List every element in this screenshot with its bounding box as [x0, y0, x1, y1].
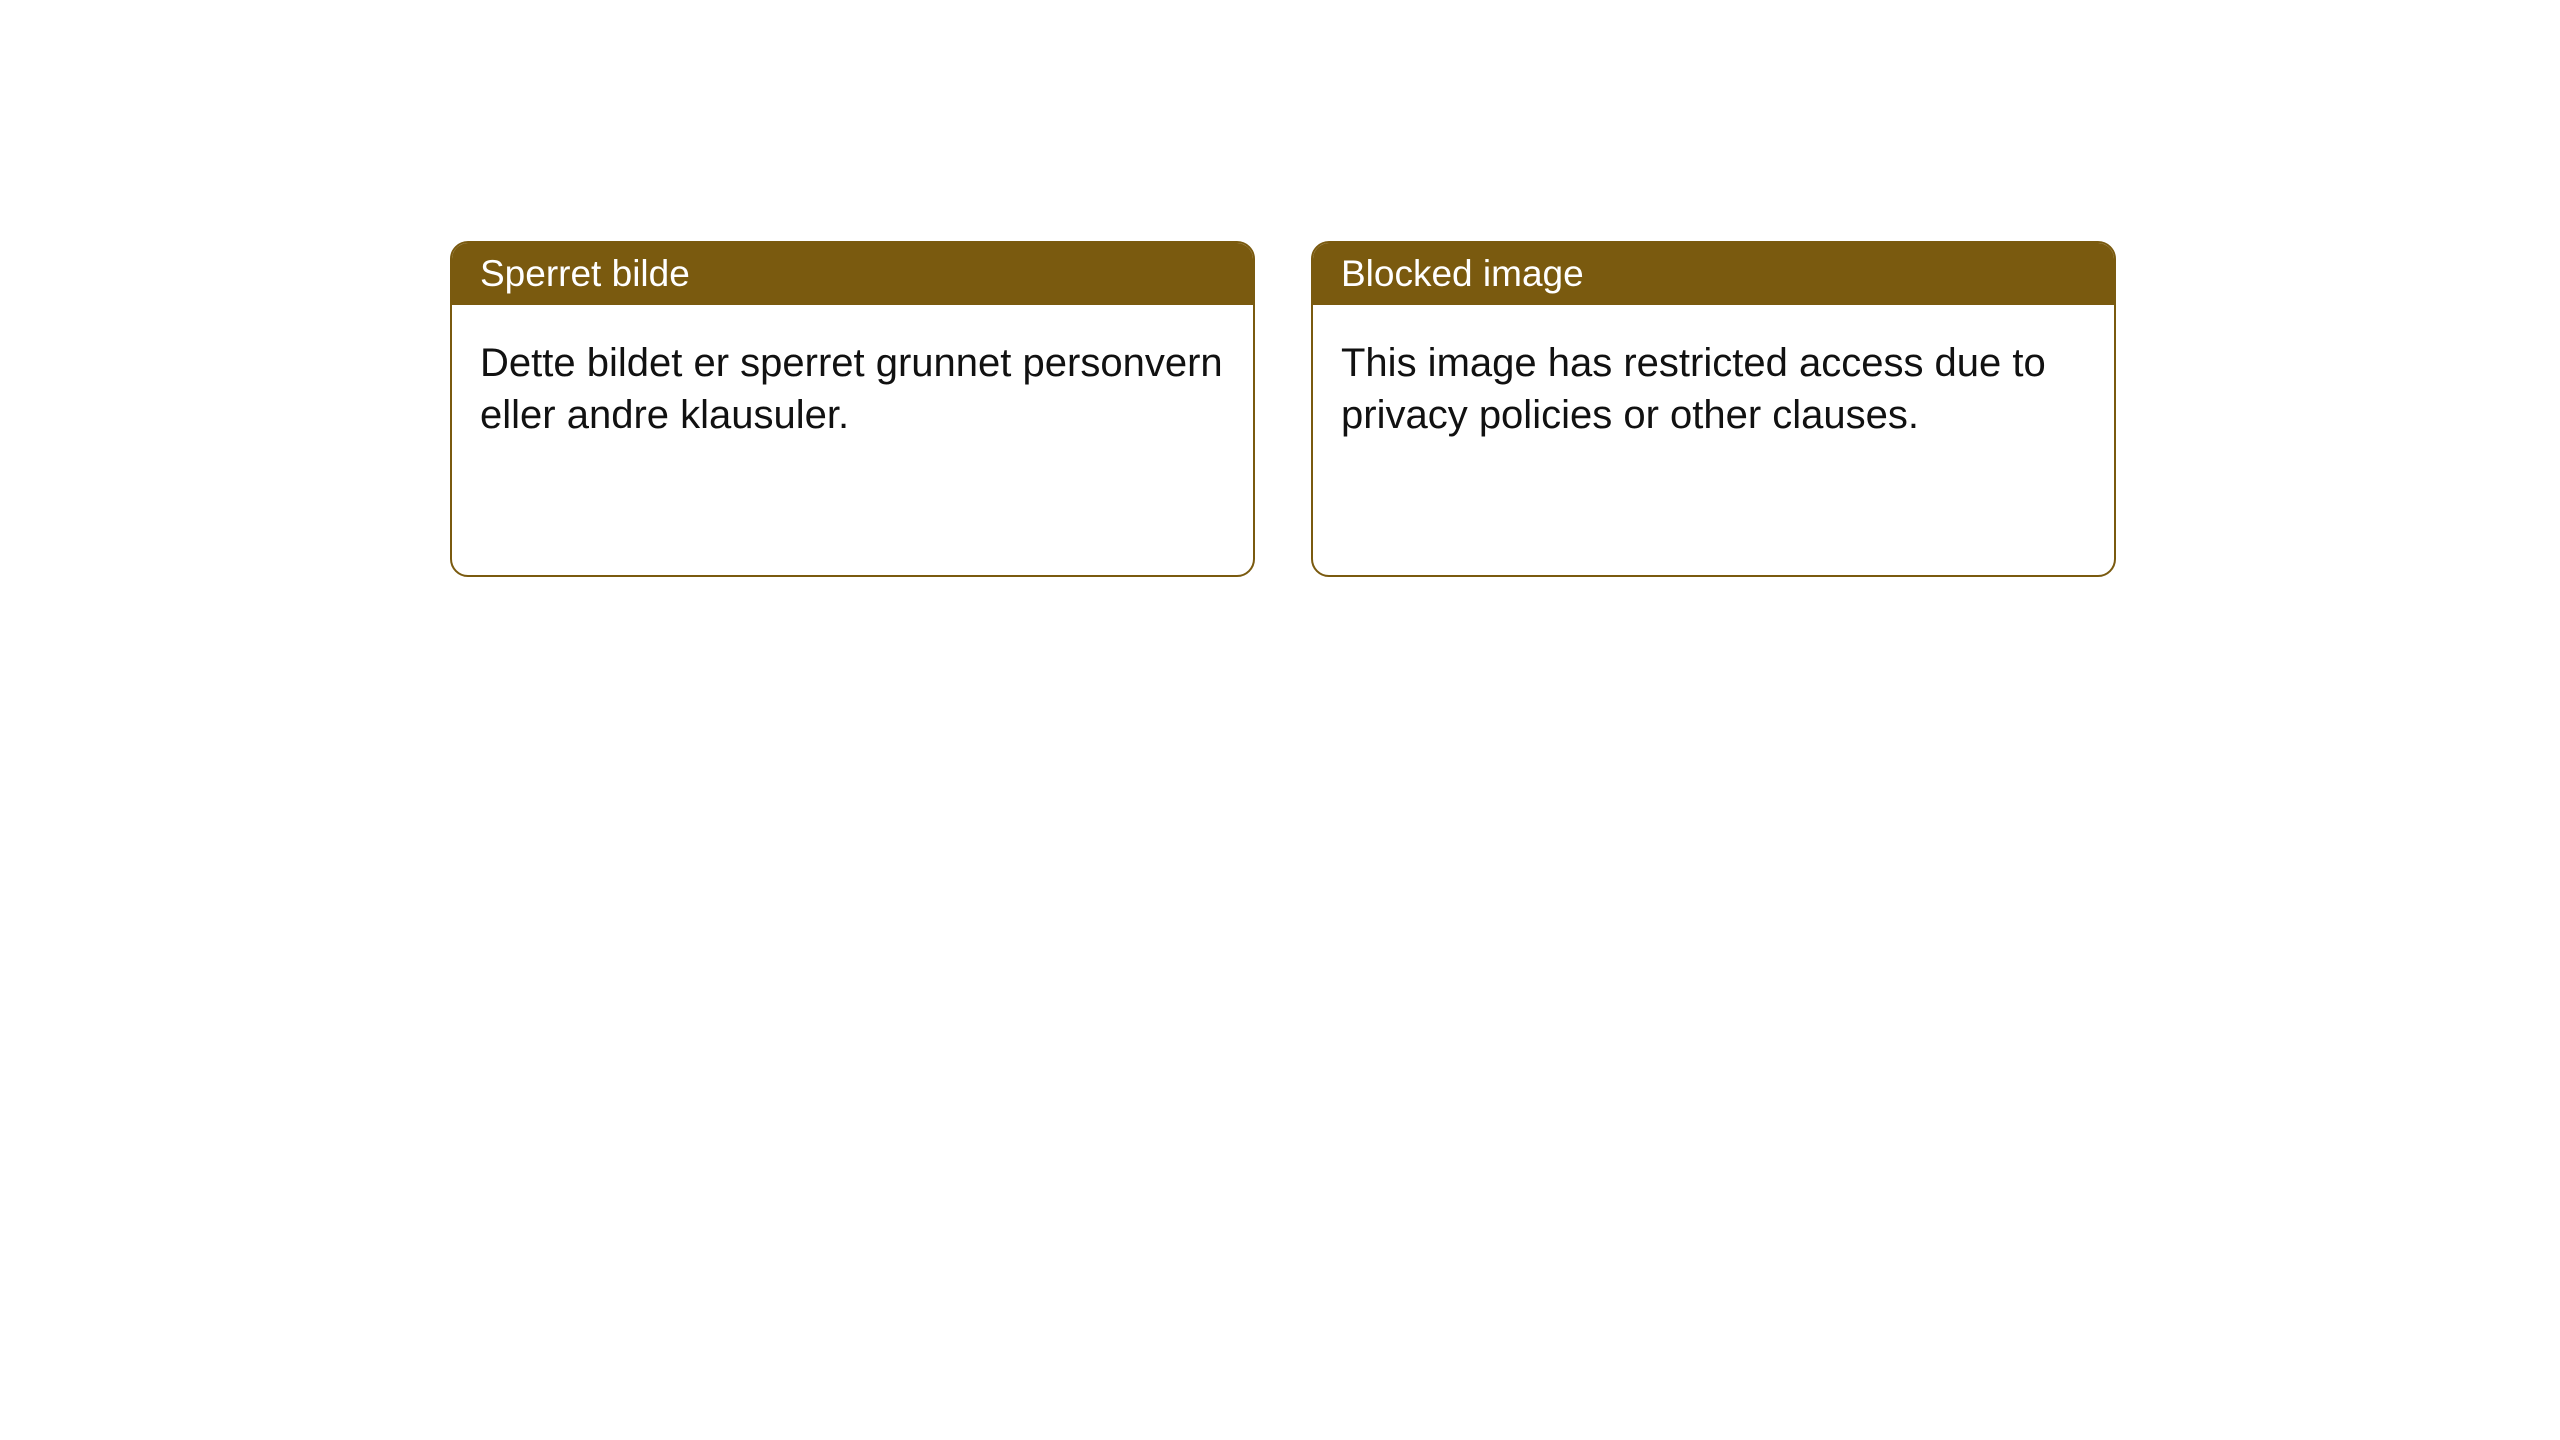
notice-header-norwegian: Sperret bilde: [452, 243, 1253, 305]
notice-body-text: This image has restricted access due to …: [1341, 341, 2046, 437]
notice-header-text: Sperret bilde: [480, 253, 690, 294]
notice-card-english: Blocked image This image has restricted …: [1311, 241, 2116, 577]
notice-container: Sperret bilde Dette bildet er sperret gr…: [0, 0, 2560, 577]
notice-body-english: This image has restricted access due to …: [1313, 305, 2114, 469]
notice-header-english: Blocked image: [1313, 243, 2114, 305]
notice-card-norwegian: Sperret bilde Dette bildet er sperret gr…: [450, 241, 1255, 577]
notice-body-text: Dette bildet er sperret grunnet personve…: [480, 341, 1223, 437]
notice-header-text: Blocked image: [1341, 253, 1584, 294]
notice-body-norwegian: Dette bildet er sperret grunnet personve…: [452, 305, 1253, 469]
